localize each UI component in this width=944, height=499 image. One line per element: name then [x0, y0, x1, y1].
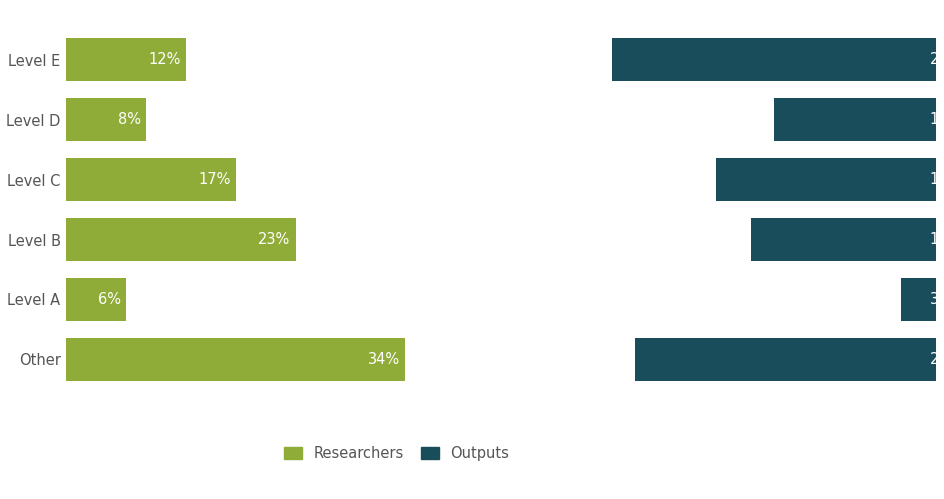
Bar — [66, 158, 235, 201]
Bar — [66, 338, 405, 381]
Bar — [612, 38, 935, 81]
Text: 28%: 28% — [929, 52, 944, 67]
Text: 3%: 3% — [929, 292, 944, 307]
Bar — [66, 98, 145, 141]
Bar — [66, 278, 126, 321]
Text: 6%: 6% — [98, 292, 121, 307]
Legend: Researchers, Outputs: Researchers, Outputs — [278, 440, 514, 467]
Bar — [716, 158, 935, 201]
Text: 19%: 19% — [929, 172, 944, 187]
Bar — [900, 278, 935, 321]
Text: 8%: 8% — [118, 112, 141, 127]
Bar — [634, 338, 935, 381]
Text: 23%: 23% — [258, 232, 290, 247]
Text: 14%: 14% — [929, 112, 944, 127]
Text: 16%: 16% — [929, 232, 944, 247]
Text: 26%: 26% — [929, 352, 944, 367]
Bar — [750, 218, 935, 261]
Text: 12%: 12% — [148, 52, 180, 67]
Bar — [66, 218, 295, 261]
Bar — [66, 38, 186, 81]
Text: 34%: 34% — [368, 352, 400, 367]
Text: 17%: 17% — [198, 172, 230, 187]
Bar — [773, 98, 935, 141]
